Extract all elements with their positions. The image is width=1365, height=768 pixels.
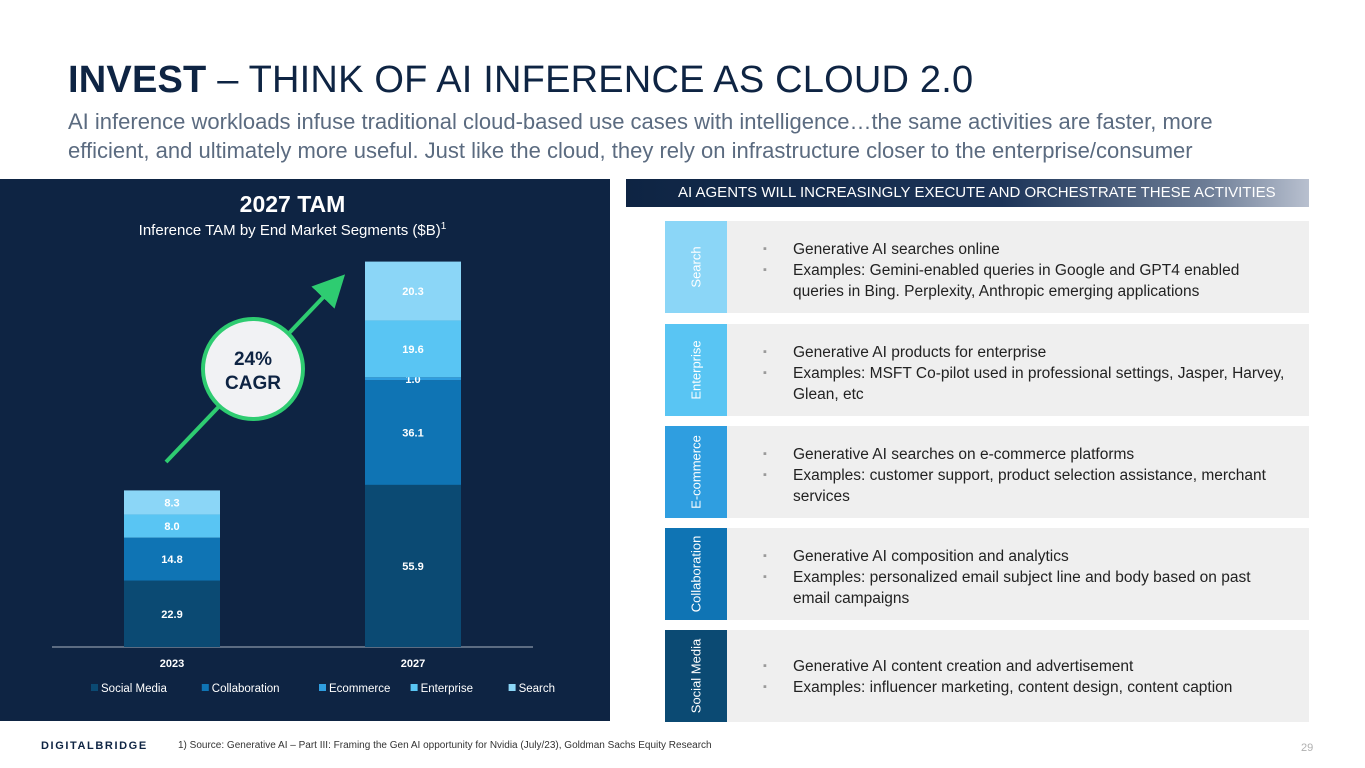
bullet-text: Examples: customer support, product sele…	[793, 467, 1266, 505]
bar-segment-enterprise-2027	[365, 320, 461, 378]
bar-segment-ecommerce-2027	[365, 377, 461, 381]
right-panel-header: AI AGENTS WILL INCREASINGLY EXECUTE AND …	[626, 179, 1309, 207]
segment-bullets: ▪ Generative AI content creation and adve…	[760, 656, 1290, 698]
segment-bullets: ▪ Generative AI composition and analytics…	[760, 546, 1290, 609]
legend-swatch	[319, 684, 326, 691]
segment-row-search: Search ▪ Generative AI searches online ▪ Exa…	[665, 221, 1309, 313]
bullet-item: ▪ Examples: influencer marketing, content…	[760, 677, 1290, 698]
cagr-badge	[201, 317, 305, 421]
bullet-marker-icon: ▪	[763, 550, 767, 562]
data-label: 55.9	[402, 561, 423, 573]
data-label: 36.1	[402, 428, 423, 440]
legend-swatch	[91, 684, 98, 691]
segment-bullets: ▪ Generative AI searches online ▪ Examples:…	[760, 239, 1290, 302]
bullet-item: ▪ Generative AI searches on e-commerce pl…	[760, 444, 1290, 465]
segment-label: E-commerce	[688, 435, 704, 509]
bullet-marker-icon: ▪	[763, 448, 767, 460]
segment-label: Collaboration	[688, 535, 704, 613]
bullet-text: Generative AI searches on e-commerce pla…	[793, 446, 1135, 463]
chart-subtitle: Inference TAM by End Market Segments ($B…	[0, 221, 585, 239]
chart-subtitle-text: Inference TAM by End Market Segments ($B…	[138, 222, 441, 239]
bullet-text: Examples: Gemini-enabled queries in Goog…	[793, 262, 1240, 300]
x-tick-label: 2023	[160, 658, 184, 670]
legend-item: Search	[519, 683, 555, 695]
data-label: 20.3	[402, 286, 423, 298]
legend-item: Enterprise	[421, 683, 473, 695]
data-label: 22.9	[161, 609, 182, 621]
bullet-text: Generative AI searches online	[793, 241, 1000, 258]
bar-segment-enterprise-2023	[124, 514, 220, 538]
bullet-marker-icon: ▪	[763, 660, 767, 672]
x-tick-label: 2027	[401, 658, 425, 670]
page-title-strong: INVEST	[68, 59, 207, 101]
bullet-item: ▪ Examples: Gemini-enabled queries in Goo…	[760, 260, 1290, 302]
segment-bullets: ▪ Generative AI products for enterprise ▪ E…	[760, 342, 1290, 405]
legend-swatch	[201, 684, 209, 691]
bullet-marker-icon: ▪	[763, 469, 767, 481]
segment-row-enterprise: Enterprise ▪ Generative AI products for en…	[665, 324, 1309, 416]
segment-bullets: ▪ Generative AI searches on e-commerce pl…	[760, 444, 1290, 507]
bullet-text: Examples: personalized email subject lin…	[793, 569, 1251, 607]
bar-segment-social-media-2023	[124, 580, 220, 647]
segment-tab-collaboration: Collaboration	[665, 528, 727, 620]
chart-panel: 2027 TAM Inference TAM by End Market Seg…	[0, 179, 610, 721]
bullet-item: ▪ Generative AI content creation and adve…	[760, 656, 1290, 677]
legend-swatch	[410, 684, 418, 691]
segment-tab-e-commerce: E-commerce	[665, 426, 727, 518]
legend-swatch	[508, 684, 516, 691]
company-logo: DIGITALBRIDGE	[41, 740, 148, 752]
segment-label: Search	[688, 246, 704, 288]
source-footnote: 1) Source: Generative AI – Part III: Fra…	[178, 740, 712, 751]
data-label: 8.0	[164, 521, 179, 533]
chart-title: 2027 TAM	[239, 191, 346, 217]
legend-item: Ecommerce	[329, 683, 390, 695]
bar-segment-search-2027	[365, 261, 461, 321]
segment-tab-social-media: Social Media	[665, 630, 727, 722]
bullet-item: ▪ Examples: customer support, product sel…	[760, 465, 1290, 507]
cagr-label: CAGR	[225, 373, 281, 394]
segment-label: Social Media	[688, 638, 704, 714]
data-label: 8.3	[164, 497, 179, 509]
bar-segment-collaboration-2023	[124, 537, 220, 581]
segment-tab-enterprise: Enterprise	[665, 324, 727, 416]
bullet-text: Generative AI composition and analytics	[793, 548, 1069, 565]
bar-segment-collaboration-2027	[365, 380, 461, 485]
legend-item: Social Media	[101, 683, 167, 695]
page-title-rest: – THINK OF AI INFERENCE AS CLOUD 2.0	[206, 59, 974, 101]
bullet-marker-icon: ▪	[763, 264, 767, 276]
bullet-item: ▪ Examples: personalized email subject li…	[760, 567, 1290, 609]
data-label: 14.8	[161, 554, 182, 566]
segment-row-social-media: Social Media ▪ Generative AI content creat…	[665, 630, 1309, 722]
bullet-text: Examples: MSFT Co-pilot used in professi…	[793, 365, 1285, 403]
bullet-item: ▪ Generative AI products for enterprise	[760, 342, 1290, 363]
page-title: INVEST – THINK OF AI INFERENCE AS CLOUD …	[68, 58, 973, 102]
bullet-text: Generative AI products for enterprise	[793, 344, 1047, 361]
bullet-item: ▪ Examples: MSFT Co-pilot used in profess…	[760, 363, 1290, 405]
page-number: 29	[1301, 742, 1314, 754]
bullet-marker-icon: ▪	[763, 367, 767, 379]
chart-footnote-mark: 1	[440, 221, 447, 232]
segment-label: Enterprise	[688, 340, 704, 400]
segment-row-e-commerce: E-commerce ▪ Generative AI searches on e-c…	[665, 426, 1309, 518]
bullet-marker-icon: ▪	[763, 346, 767, 358]
segment-row-collaboration: Collaboration ▪ Generative AI composition …	[665, 528, 1309, 620]
segment-tab-search: Search	[665, 221, 727, 313]
bullet-text: Generative AI content creation and adver…	[793, 658, 1134, 675]
bar-segment-social-media-2027	[365, 484, 461, 647]
page-subtitle: AI inference workloads infuse traditiona…	[68, 109, 1213, 163]
tam-stacked-bar-chart: 24% CAGR 22.914.88.08.355.936.11.019.620…	[52, 261, 555, 695]
bullet-marker-icon: ▪	[763, 681, 767, 693]
legend-item: Collaboration	[212, 683, 280, 695]
bullet-marker-icon: ▪	[763, 243, 767, 255]
bullet-marker-icon: ▪	[763, 571, 767, 583]
cagr-value: 24%	[234, 349, 272, 370]
data-label: 19.6	[402, 344, 423, 356]
bar-segment-search-2023	[124, 490, 220, 515]
bullet-item: ▪ Generative AI searches online	[760, 239, 1290, 260]
bullet-text: Examples: influencer marketing, content …	[793, 679, 1233, 696]
bullet-item: ▪ Generative AI composition and analytics	[760, 546, 1290, 567]
